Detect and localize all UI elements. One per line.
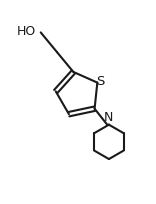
Text: N: N (104, 110, 114, 123)
Text: S: S (96, 75, 105, 88)
Text: HO: HO (17, 25, 36, 38)
